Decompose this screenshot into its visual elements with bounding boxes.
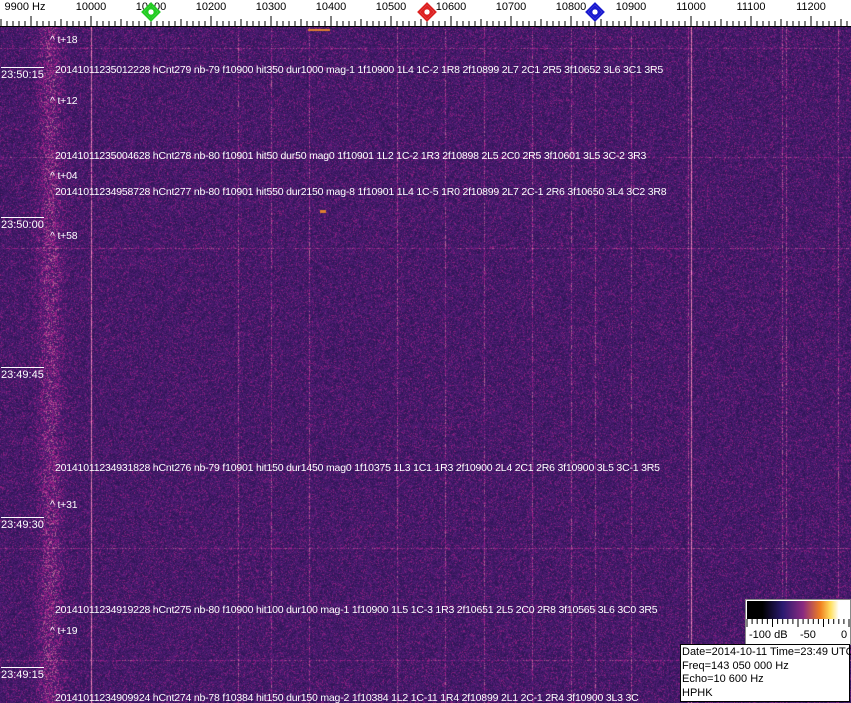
event-annotation: 20141011234958728 hCnt277 nb-80 f10901 h…: [55, 186, 667, 198]
frequency-ruler-ticks: [0, 16, 851, 27]
time-offset-label: ^ t+12: [50, 95, 78, 107]
y-tick-label: 23:49:30: [1, 517, 44, 531]
colorbar-ticks: [746, 619, 850, 627]
x-tick-label: 10300: [255, 1, 287, 13]
info-station: HPHK: [682, 686, 713, 699]
time-offset-label: ^ t+58: [50, 230, 78, 242]
event-annotation: 20141011234909924 hCnt274 nb-78 f10384 h…: [55, 692, 639, 703]
y-tick-label: 23:50:15: [1, 67, 44, 81]
x-tick-label: 11200: [796, 1, 826, 13]
colorbar-gradient: [747, 601, 849, 619]
y-tick-label: 23:50:00: [1, 217, 44, 231]
colorbar-label-min: -100 dB: [749, 629, 788, 641]
y-tick-label: 23:49:15: [1, 667, 44, 681]
event-annotation: 20141011235004628 hCnt278 nb-80 f10901 h…: [55, 150, 647, 162]
x-tick-label: 10800: [555, 1, 587, 13]
y-tick-label: 23:49:45: [1, 367, 44, 381]
x-tick-label: 10200: [195, 1, 227, 13]
info-echo: Echo=10 600 Hz: [682, 673, 764, 685]
time-offset-label: ^ t+18: [50, 34, 78, 46]
info-date: Date=2014-10-11 Time=23:49 UTC: [682, 646, 851, 658]
x-tick-label: 10000: [75, 1, 107, 13]
time-offset-label: ^ t+19: [50, 625, 78, 637]
info-freq: Freq=143 050 000 Hz: [682, 659, 789, 672]
x-tick-label: 10600: [435, 1, 467, 13]
colorbar-label-max: 0: [841, 629, 848, 641]
event-annotation: 20141011234931828 hCnt276 nb-79 f10901 h…: [55, 462, 660, 474]
event-annotation: 20141011235012228 hCnt279 nb-79 f10900 h…: [55, 64, 664, 76]
waterfall-canvas: [0, 27, 851, 703]
x-tick-label: 10900: [615, 1, 647, 13]
x-tick-label: 10500: [375, 1, 407, 13]
colorbar: -100 dB -50 0: [745, 599, 851, 645]
x-tick-label: 11100: [736, 1, 766, 13]
x-tick-label: 9900 Hz: [4, 1, 46, 13]
colorbar-label-mid: -50: [800, 629, 816, 641]
info-box: Date=2014-10-11 Time=23:49 UTC Freq=143 …: [680, 644, 851, 702]
time-offset-label: ^ t+04: [50, 170, 78, 182]
x-tick-label: 10400: [315, 1, 347, 13]
event-annotation: 20141011234919228 hCnt275 nb-80 f10900 h…: [55, 604, 658, 616]
time-offset-label: ^ t+31: [50, 499, 78, 511]
x-tick-label: 10700: [495, 1, 527, 13]
x-tick-label: 11000: [676, 1, 706, 13]
